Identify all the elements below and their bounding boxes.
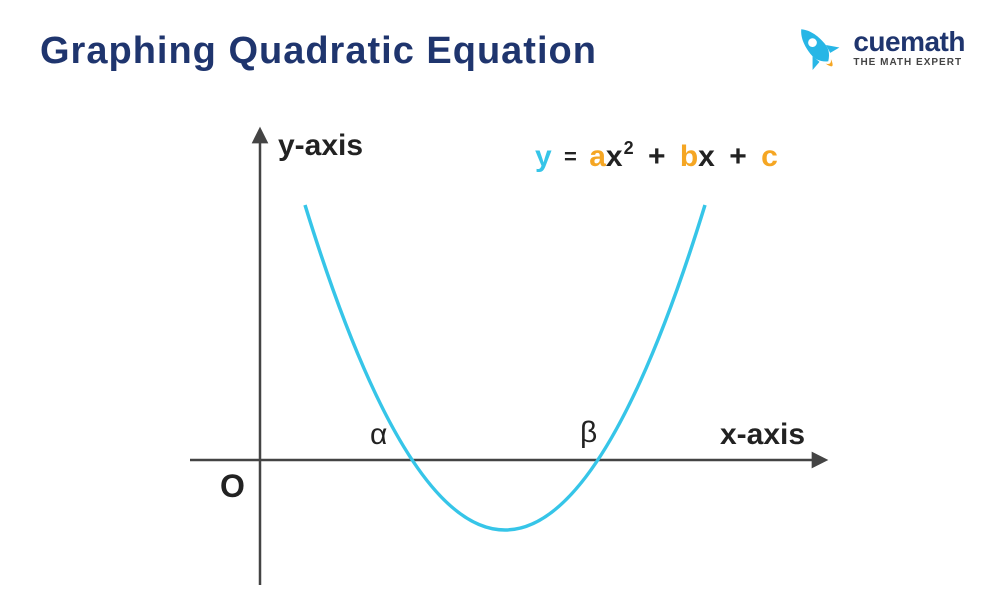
eq-plus2: + (723, 140, 753, 173)
parabola-curve (305, 205, 705, 530)
eq-b: b (680, 140, 698, 173)
root-beta-label: β (580, 416, 597, 450)
logo-tagline: THE MATH EXPERT (853, 58, 965, 68)
logo-brand-text: cuemath (853, 28, 965, 56)
brand-logo: cuemath THE MATH EXPERT (789, 20, 965, 76)
y-axis-label: y-axis (278, 129, 363, 163)
eq-c: c (761, 140, 778, 173)
equation: y = ax2 + bx + c (535, 138, 778, 174)
eq-equals: = (560, 144, 581, 169)
eq-a: a (589, 140, 606, 173)
eq-x1: x (606, 140, 623, 173)
eq-plus1: + (642, 140, 672, 173)
graph-svg (190, 120, 890, 590)
root-alpha-label: α (370, 418, 387, 452)
eq-square: 2 (624, 138, 634, 158)
graph-area: y-axis x-axis O α β y = ax2 + bx + c (190, 120, 890, 590)
eq-x2: x (698, 140, 715, 173)
origin-label: O (220, 468, 245, 505)
rocket-icon (789, 20, 845, 76)
page-title: Graphing Quadratic Equation (40, 30, 597, 73)
eq-y: y (535, 140, 552, 173)
x-axis-label: x-axis (720, 418, 805, 452)
